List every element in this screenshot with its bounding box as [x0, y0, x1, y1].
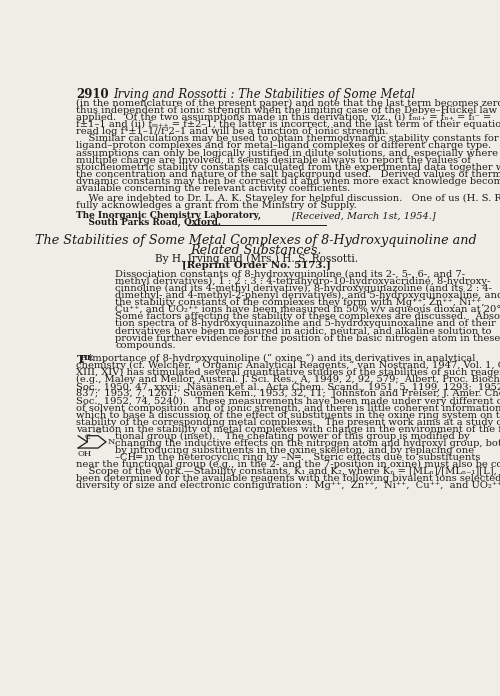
Text: cinnoline (and its 4-methyl derivative), 8-hydroxyquinazoline (and its 2 : 4-: cinnoline (and its 4-methyl derivative),…: [115, 284, 492, 293]
Text: the stability constants of the complexes they form with Mg⁺⁺, Zn⁺⁺, Ni⁺⁺,: the stability constants of the complexes…: [115, 298, 484, 307]
Text: dimethyl- and 4-methyl-2-phenyl derivatives), and 5-hydroxyquinoxaline, and: dimethyl- and 4-methyl-2-phenyl derivati…: [115, 291, 500, 300]
Text: stability of the corresponding metal complexes.   The present work aims at a stu: stability of the corresponding metal com…: [76, 418, 500, 427]
Text: OH: OH: [77, 450, 92, 457]
Text: read log f⁴±1–1//f³2–1 and will be a function of ionic strength.: read log f⁴±1–1//f³2–1 and will be a fun…: [76, 127, 389, 136]
Text: available concerning the relevant activity coefficients.: available concerning the relevant activi…: [76, 184, 350, 193]
Text: 837;  1953, 7, 1261;  Suomen Kem., 1953, 32, 11;  Johnston and Freiser, J. Amer.: 837; 1953, 7, 1261; Suomen Kem., 1953, 3…: [76, 389, 500, 398]
Text: C: C: [84, 433, 90, 441]
Text: (in the nomenclature of the present paper) and note that the last term becomes z: (in the nomenclature of the present pape…: [76, 99, 500, 108]
Text: The Stabilities of Some Metal Complexes of 8-Hydroxyquinoline and: The Stabilities of Some Metal Complexes …: [36, 235, 477, 248]
Text: HE: HE: [80, 354, 94, 362]
Text: variation in the stability of metal complexes with change in the environment of : variation in the stability of metal comp…: [76, 425, 500, 434]
Text: [Reprint Order No. 5173.]: [Reprint Order No. 5173.]: [182, 262, 330, 270]
Text: been determined for the available reagents with the following bivalent ions sele: been determined for the available reagen…: [76, 475, 500, 484]
Text: methyl derivatives), 1 : 2 : 3 : 4-tetrahydro-10-hydroxyacridine, 8-hydroxy-: methyl derivatives), 1 : 2 : 3 : 4-tetra…: [115, 277, 490, 286]
Text: Soc., 1952, 74, 5240).   These measurements have been made under very different : Soc., 1952, 74, 5240). These measurement…: [76, 397, 500, 406]
Text: T: T: [76, 354, 84, 365]
Text: fully acknowledges a grant from the Ministry of Supply.: fully acknowledges a grant from the Mini…: [76, 201, 357, 210]
Text: by introducing substituents in the oxine skeleton, and by replacing one: by introducing substituents in the oxine…: [115, 446, 474, 455]
Text: [Received, March 1st, 1954.]: [Received, March 1st, 1954.]: [292, 212, 436, 221]
Text: The Inorganic Chemistry Laboratory,: The Inorganic Chemistry Laboratory,: [76, 212, 262, 221]
Text: C: C: [96, 427, 101, 435]
Text: changing the inductive effects on the nitrogen atom and hydroxyl group, both: changing the inductive effects on the ni…: [115, 439, 500, 448]
Text: Similar calculations may be used to obtain thermodynamic stability constants for: Similar calculations may be used to obta…: [76, 134, 499, 143]
Text: f±1–1 and (ii) fₘ₊₊ = f±2–1, the latter is incorrect, and the last term of their: f±1–1 and (ii) fₘ₊₊ = f±2–1, the latter …: [76, 120, 500, 129]
Text: importance of 8-hydroxyquinoline (“ oxine ”) and its derivatives in analytical: importance of 8-hydroxyquinoline (“ oxin…: [89, 354, 475, 363]
Text: ligand–proton complexes and for metal–ligand complexes of different charge type.: ligand–proton complexes and for metal–li…: [76, 141, 500, 150]
Text: tion spectra of 8-hydroxyquinazoline and 5-hydroxyquinoxaline and of their: tion spectra of 8-hydroxyquinazoline and…: [115, 319, 496, 329]
Text: South Parks Road, Oxford.: South Parks Road, Oxford.: [76, 218, 222, 226]
Text: stoicheiometric stability constants calculated from the experimental data togeth: stoicheiometric stability constants calc…: [76, 163, 500, 172]
Text: Related Substances.: Related Substances.: [190, 244, 322, 257]
Text: We are indebted to Dr. L. A. K. Staveley for helpful discussion.   One of us (H.: We are indebted to Dr. L. A. K. Staveley…: [76, 194, 500, 203]
Text: –CH═ in the heterocyclic ring by –N═.   Steric effects due to substituents: –CH═ in the heterocyclic ring by –N═. St…: [115, 453, 480, 462]
Text: tional group (inset).   The chelating power of this group is modified by: tional group (inset). The chelating powe…: [115, 432, 470, 441]
Text: which to base a discussion of the effect of substituents in the oxine ring syste: which to base a discussion of the effect…: [76, 411, 500, 420]
Text: Cu⁺⁺, and UO₂⁺⁺ ions have been measured in 50% v/v aqueous dioxan at 20°.: Cu⁺⁺, and UO₂⁺⁺ ions have been measured …: [115, 306, 500, 315]
Text: Soc., 1950, 47, xxvii;  Näsänen et al., Acta Chem. Scand., 1951, 5, 1199, 1293; : Soc., 1950, 47, xxvii; Näsänen et al., A…: [76, 382, 500, 391]
Text: By H. Irving and (Mrs.) H. S. Rossotti.: By H. Irving and (Mrs.) H. S. Rossotti.: [154, 253, 358, 264]
Text: dynamic constants may then be corrected if and when more exact knowledge becomes: dynamic constants may then be corrected …: [76, 177, 500, 186]
Text: chemistry (cf. Welcher, “ Organic Analytical Reagents,” van Nostrand, 1947, Vol.: chemistry (cf. Welcher, “ Organic Analyt…: [76, 361, 500, 370]
Text: Scope of the Work.—Stability constants, K₁ and K₂, where Kₙ = [MLₙ]/[MLₙ₋₁][L], : Scope of the Work.—Stability constants, …: [76, 467, 500, 476]
Text: Dissociation constants of 8-hydroxyquinoline (and its 2-, 5-, 6-, and 7-: Dissociation constants of 8-hydroxyquino…: [115, 270, 466, 279]
Text: provide further evidence for the position of the basic nitrogen atom in these: provide further evidence for the positio…: [115, 333, 500, 342]
Text: near the functional group (e.g., in the 2- and the 7-position in oxine) must als: near the functional group (e.g., in the …: [76, 460, 500, 469]
Text: of solvent composition and of ionic strength, and there is little coherent infor: of solvent composition and of ionic stre…: [76, 404, 500, 413]
Text: multiple charge are involved, it seems desirable always to report the values of: multiple charge are involved, it seems d…: [76, 156, 471, 164]
Text: diversity of size and electronic configuration :  Mg⁺⁺,  Zn⁺⁺,  Ni⁺⁺,  Cu⁺⁺,  an: diversity of size and electronic configu…: [76, 482, 500, 491]
Text: assumptions can only be logically justified in dilute solutions, and, especially: assumptions can only be logically justif…: [76, 148, 500, 157]
Text: compounds.: compounds.: [115, 341, 176, 349]
Text: XIII, XIV) has stimulated several quantitative studies of the stabilities of suc: XIII, XIV) has stimulated several quanti…: [76, 368, 500, 377]
Text: the concentration and nature of the salt background used.   Derived values of th: the concentration and nature of the salt…: [76, 170, 500, 179]
Text: applied.   Of the two assumptions made in this derivation, viz., (i) fₘₗ₊ = fₙ₊ : applied. Of the two assumptions made in …: [76, 113, 492, 122]
Text: 2910: 2910: [76, 88, 109, 101]
Text: thus independent of ionic strength when the limiting case of the Debye–Hückel la: thus independent of ionic strength when …: [76, 106, 500, 115]
Text: N: N: [108, 438, 115, 446]
Text: Some factors affecting the stability of these complexes are discussed.   Absorp-: Some factors affecting the stability of …: [115, 313, 500, 322]
Text: derivatives have been measured in acidic, neutral, and alkaline solution to: derivatives have been measured in acidic…: [115, 326, 492, 335]
Text: Irving and Rossotti : The Stabilities of Some Metal: Irving and Rossotti : The Stabilities of…: [113, 88, 415, 101]
Text: (e.g., Maley and Mellor, Austral. J. Sci. Res., A, 1949, 2, 92, 579;  Albert, Pr: (e.g., Maley and Mellor, Austral. J. Sci…: [76, 375, 500, 384]
